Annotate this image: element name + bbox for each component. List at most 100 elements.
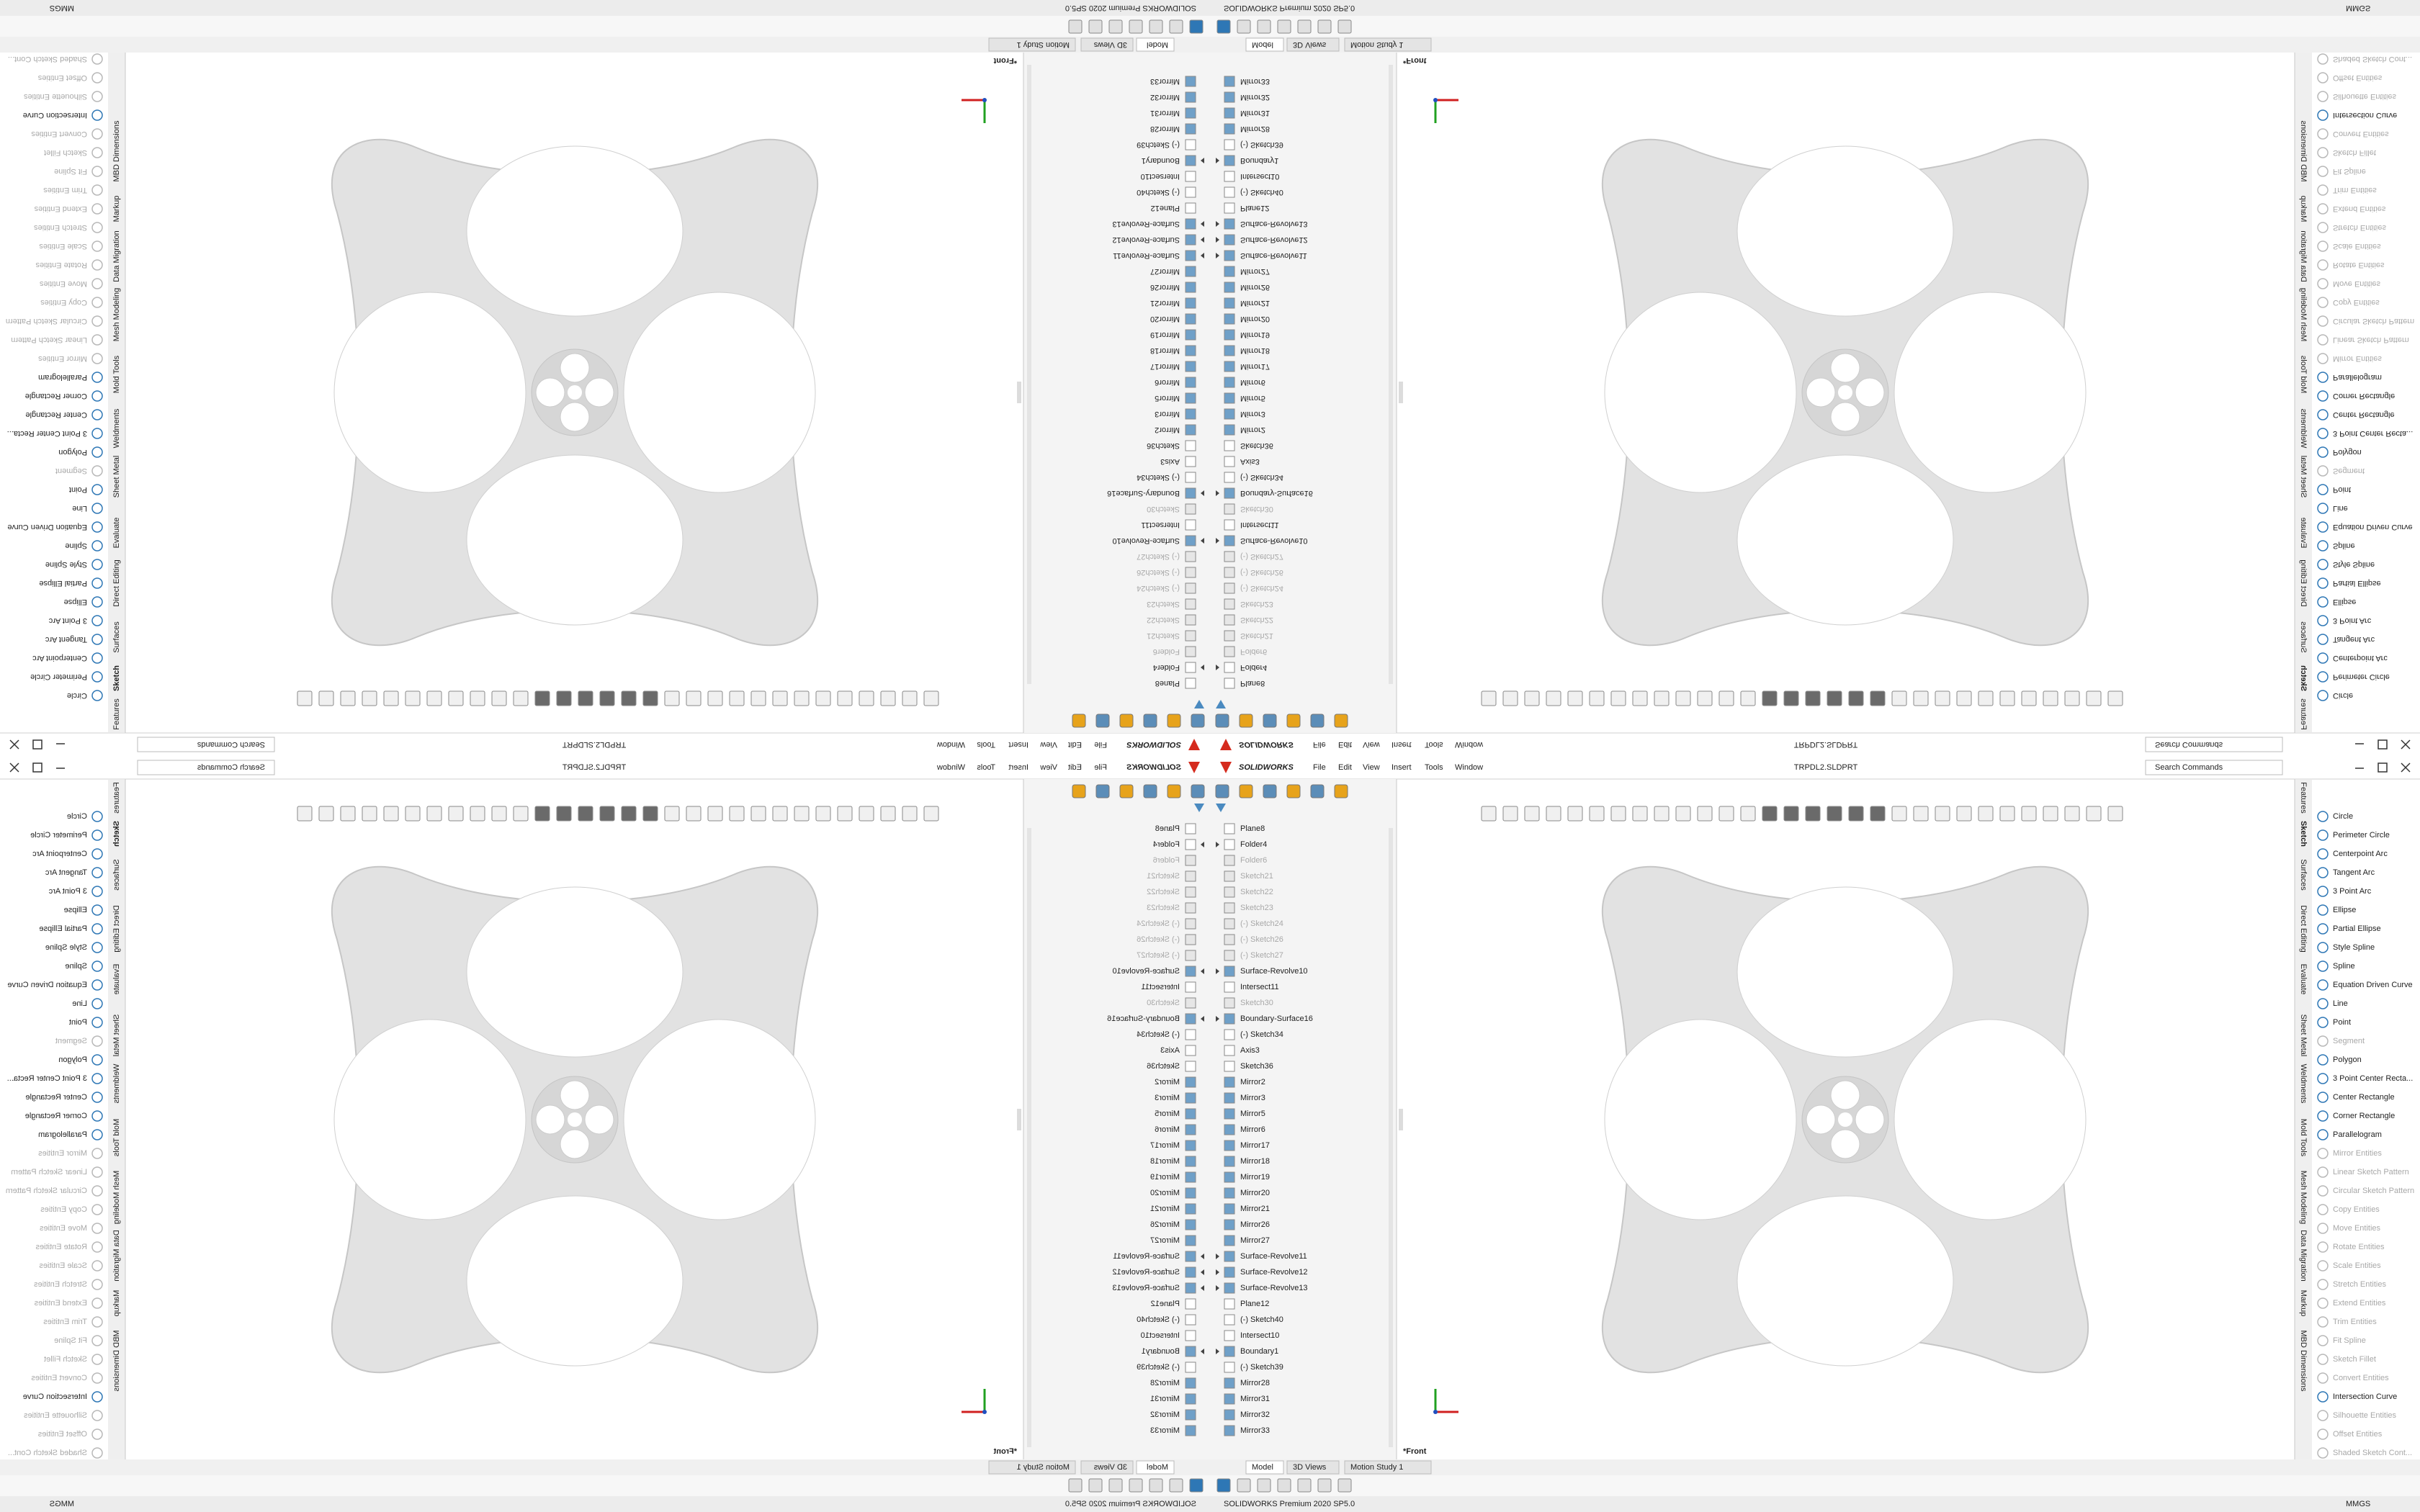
command-tab[interactable]: Direct Editing: [2299, 905, 2308, 952]
toolbar-icon[interactable]: [1216, 1478, 1231, 1493]
hud-icon[interactable]: [923, 806, 939, 822]
command-item[interactable]: Point: [69, 1018, 87, 1027]
feature-item[interactable]: Axis3: [1160, 1046, 1180, 1055]
tree-tab-icon[interactable]: [1143, 784, 1157, 798]
feature-item[interactable]: Plane8: [1155, 824, 1180, 833]
feature-item[interactable]: Surface-Revolve10: [1112, 967, 1180, 976]
command-tab[interactable]: Features: [112, 782, 121, 814]
feature-item[interactable]: Mirror17: [1240, 362, 1270, 371]
toolbar-icon[interactable]: [1068, 19, 1083, 34]
expand-arrow[interactable]: [1216, 1285, 1219, 1291]
tree-tab-icon[interactable]: [1239, 714, 1253, 728]
feature-item[interactable]: (-) Sketch34: [1137, 473, 1180, 482]
command-item[interactable]: Style Spline: [45, 943, 87, 952]
hud-icon[interactable]: [1632, 690, 1648, 706]
expand-arrow[interactable]: [1201, 158, 1204, 163]
feature-item[interactable]: (-) Sketch27: [1240, 951, 1283, 960]
command-item[interactable]: Silhouette Entities: [2333, 92, 2397, 101]
menu-item[interactable]: File: [1094, 763, 1107, 772]
command-item[interactable]: Centerpoint Arc: [2333, 654, 2388, 662]
command-item[interactable]: Scale Entities: [39, 242, 87, 251]
command-item[interactable]: Intersection Curve: [2333, 111, 2397, 120]
hud-icon[interactable]: [340, 690, 356, 706]
feature-item[interactable]: Mirror32: [1240, 93, 1270, 102]
command-item[interactable]: Intersection Curve: [23, 111, 87, 120]
command-item[interactable]: Copy Entities: [40, 298, 87, 307]
hud-icon[interactable]: [578, 806, 593, 822]
feature-item[interactable]: Sketch30: [1147, 999, 1180, 1007]
feature-item[interactable]: Mirror21: [1240, 299, 1270, 307]
hud-icon[interactable]: [1740, 690, 1756, 706]
feature-item[interactable]: Mirror28: [1240, 125, 1270, 133]
command-tab[interactable]: Features: [2299, 782, 2308, 814]
hud-icon[interactable]: [837, 690, 853, 706]
command-tab[interactable]: Direct Editing: [112, 905, 121, 952]
command-item[interactable]: Partial Ellipse: [2333, 924, 2381, 933]
feature-item[interactable]: Mirror26: [1150, 1220, 1180, 1229]
feature-item[interactable]: Mirror3: [1240, 410, 1265, 418]
feature-item[interactable]: (-) Sketch24: [1240, 919, 1283, 928]
feature-item[interactable]: (-) Sketch39: [1240, 1363, 1283, 1372]
feature-item[interactable]: Mirror27: [1240, 1236, 1270, 1245]
hud-icon[interactable]: [1675, 806, 1691, 822]
command-tab[interactable]: Markup: [2299, 196, 2308, 222]
hud-icon[interactable]: [707, 806, 723, 822]
command-item[interactable]: Center Rectangle: [25, 1093, 87, 1102]
hud-icon[interactable]: [1610, 690, 1626, 706]
feature-item[interactable]: (-) Sketch34: [1137, 1030, 1180, 1039]
bottom-tab-label[interactable]: 3D Views: [1093, 1463, 1127, 1472]
tree-tab-icon[interactable]: [1239, 784, 1253, 798]
hud-icon[interactable]: [1956, 806, 1972, 822]
command-item[interactable]: Center Rectangle: [2333, 410, 2395, 419]
command-item[interactable]: Rotate Entities: [2333, 1243, 2385, 1251]
menu-item[interactable]: Insert: [1392, 763, 1412, 772]
expand-arrow[interactable]: [1201, 1269, 1204, 1275]
command-item[interactable]: Equation Driven Curve: [7, 523, 87, 531]
hud-icon[interactable]: [1870, 806, 1886, 822]
feature-item[interactable]: Mirror17: [1150, 1141, 1180, 1150]
hud-icon[interactable]: [1848, 690, 1864, 706]
hud-icon[interactable]: [1805, 806, 1821, 822]
command-tab[interactable]: Mesh Modeling: [2299, 288, 2308, 342]
hud-icon[interactable]: [664, 806, 680, 822]
filter-icon[interactable]: [1194, 804, 1204, 812]
feature-item[interactable]: Mirror20: [1240, 1189, 1270, 1197]
command-item[interactable]: Tangent Arc: [45, 635, 87, 644]
command-tab[interactable]: Weldments: [2299, 1064, 2308, 1104]
hud-icon[interactable]: [686, 806, 702, 822]
feature-item[interactable]: Sketch36: [1240, 441, 1273, 450]
toolbar-icon[interactable]: [1129, 1478, 1143, 1493]
bottom-tab[interactable]: [1136, 1460, 1175, 1475]
feature-item[interactable]: Folder4: [1240, 840, 1267, 849]
feature-item[interactable]: (-) Sketch34: [1240, 1030, 1283, 1039]
command-item[interactable]: Copy Entities: [2333, 1205, 2380, 1214]
hud-icon[interactable]: [621, 690, 637, 706]
hud-icon[interactable]: [772, 690, 788, 706]
command-item[interactable]: Tangent Arc: [2333, 868, 2375, 877]
command-item[interactable]: Stretch Entities: [2333, 223, 2386, 232]
feature-item[interactable]: Plane12: [1151, 1300, 1180, 1308]
hud-icon[interactable]: [1610, 806, 1626, 822]
hud-icon[interactable]: [707, 690, 723, 706]
command-item[interactable]: Silhouette Entities: [2333, 1411, 2397, 1420]
expand-arrow[interactable]: [1216, 1349, 1219, 1354]
feature-item[interactable]: Sketch30: [1240, 999, 1273, 1007]
feature-item[interactable]: Mirror2: [1240, 426, 1265, 434]
feature-item[interactable]: Intersect10: [1240, 1331, 1279, 1340]
command-item[interactable]: Extend Entities: [2333, 204, 2386, 213]
hud-icon[interactable]: [1999, 690, 2015, 706]
hud-icon[interactable]: [880, 806, 896, 822]
command-item[interactable]: 3 Point Center Recta...: [2333, 429, 2413, 438]
hud-icon[interactable]: [599, 806, 615, 822]
toolbar-icon[interactable]: [1129, 19, 1143, 34]
command-item[interactable]: Point: [2333, 485, 2351, 494]
command-item[interactable]: Corner Rectangle: [2333, 1112, 2395, 1120]
command-tab[interactable]: Markup: [112, 196, 121, 222]
feature-item[interactable]: Plane12: [1151, 204, 1180, 212]
command-item[interactable]: Offset Entities: [2333, 73, 2383, 82]
toolbar-icon[interactable]: [1237, 19, 1251, 34]
toolbar-icon[interactable]: [1216, 19, 1231, 34]
command-tab[interactable]: Direct Editing: [2299, 559, 2308, 606]
feature-item[interactable]: Intersect10: [1141, 172, 1180, 181]
command-tab[interactable]: MBD Dimensions: [112, 120, 121, 181]
